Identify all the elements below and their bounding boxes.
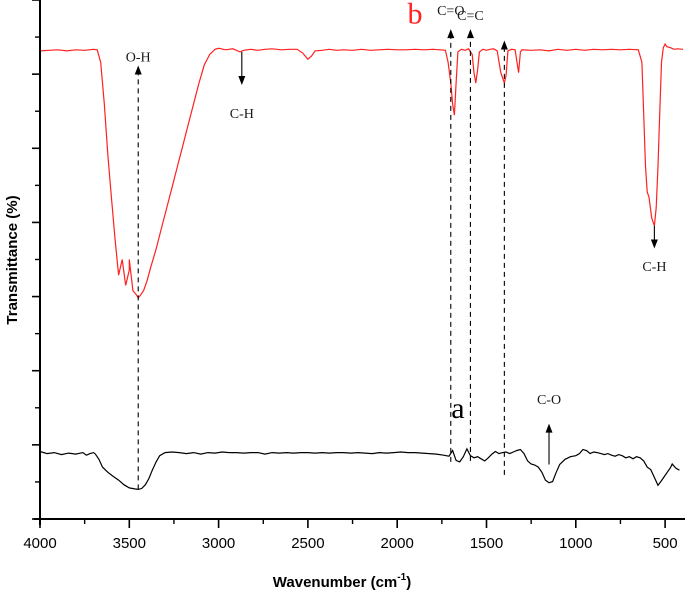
x-axis-title-superscript: -1 (397, 572, 406, 583)
series-labels: ba (408, 0, 465, 425)
x-axis-title: Wavenumber (cm-1) (273, 572, 411, 591)
arrow-up-icon (500, 40, 508, 50)
arrow-up-icon (466, 29, 474, 39)
x-tick-label: 500 (653, 535, 678, 552)
annotation-label: C=C (457, 9, 484, 24)
annotation-label: C=O (437, 4, 464, 19)
x-tick-label: 4000 (23, 535, 56, 552)
annotation-label: C-H (642, 260, 666, 275)
peak-annotations: O-H C-H C=OC=C C-H C-O (126, 4, 666, 490)
x-tick-label: 3500 (113, 535, 146, 552)
annotation-label: O-H (126, 50, 151, 65)
x-tick-label: 2500 (291, 535, 324, 552)
series-line-b (39, 42, 684, 299)
annotation-label: C-H (230, 107, 254, 122)
x-tick-label: 2000 (381, 535, 414, 552)
x-tick-label: 1500 (470, 535, 503, 552)
arrow-down-icon (650, 239, 658, 249)
arrow-down-icon (238, 76, 246, 86)
annotation-label: C-O (537, 393, 561, 408)
y-axis-title: Transmittance (%) (4, 195, 21, 324)
arrow-up-icon (447, 29, 455, 39)
x-tick-label: 3000 (202, 535, 235, 552)
series-label-b: b (408, 0, 423, 30)
axes: 4000 3500 3000 2500 2000 1500 1000 500 (23, 0, 685, 552)
series-line-a (39, 447, 680, 491)
x-tick-label: 1000 (559, 535, 592, 552)
series-label-a: a (451, 392, 464, 425)
plot-lines (39, 42, 684, 491)
arrow-up-icon (134, 65, 142, 75)
arrow-up-icon (545, 423, 553, 433)
